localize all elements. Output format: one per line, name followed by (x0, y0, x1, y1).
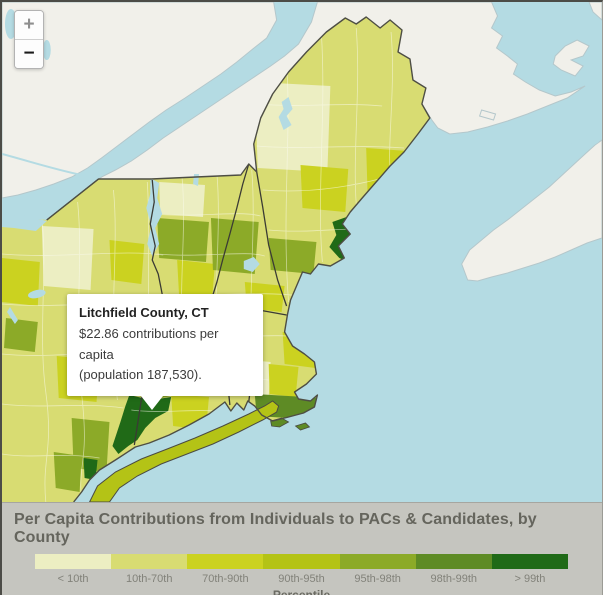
legend-bin-label: 98th-99th (430, 573, 478, 585)
tooltip-pointer (141, 396, 163, 411)
legend-swatch-6 (491, 554, 568, 569)
legend-bin: > 99th (491, 554, 568, 585)
legend-bin: 90th-95th (263, 554, 340, 585)
legend-bin: < 10th (35, 554, 112, 585)
ny-lake (28, 289, 46, 299)
county-patch[interactable] (300, 165, 349, 212)
lake-ontario-edge (2, 214, 47, 231)
tooltip-county-name: Litchfield County, CT (79, 305, 209, 320)
zoom-out-button[interactable]: − (15, 40, 43, 68)
legend-bin-label: 10th-70th (125, 573, 173, 585)
quebec-north-landmass (2, 2, 278, 199)
county-tooltip: Litchfield County, CT $22.86 contributio… (67, 294, 263, 411)
legend-swatch-5 (415, 554, 492, 569)
minas-basin (555, 134, 600, 162)
ottawa-river (2, 153, 99, 179)
nova-scotia-landmass (461, 139, 602, 282)
lake-memphremagog (193, 174, 200, 186)
zoom-control: + − (14, 10, 44, 69)
nantucket[interactable] (294, 422, 311, 431)
legend-swatch-2 (187, 554, 264, 569)
tooltip-population: (population 187,530). (79, 367, 202, 383)
county-piscataquis-pale[interactable] (254, 82, 331, 172)
legend-swatch-4 (339, 554, 416, 569)
prince-edward-island (552, 39, 590, 77)
county-adirondack-pale[interactable] (41, 226, 94, 290)
county-cumberland[interactable] (268, 238, 317, 274)
moosehead-lake (278, 97, 293, 130)
legend-bin-label: < 10th (57, 573, 89, 585)
legend-axis-label: Percentile (272, 588, 331, 595)
county-patch[interactable] (109, 240, 145, 284)
zoom-in-button[interactable]: + (15, 11, 43, 40)
us-outline (46, 16, 431, 502)
county-patch[interactable] (3, 318, 38, 352)
lake-champlain (146, 178, 163, 256)
quebec-lake-2 (42, 40, 51, 60)
county-nyc-dark[interactable] (83, 458, 98, 480)
legend-swatch-0 (35, 554, 112, 569)
quebec-lake (4, 9, 17, 39)
legend-swatch-3 (263, 554, 340, 569)
legend-bar-wrap: < 10th 10th-70th 70th-90th 90th-95th 95t… (2, 554, 602, 595)
legend-bin-label: 95th-98th (354, 573, 401, 585)
choropleth-map[interactable] (2, 2, 602, 502)
county-border-mesh (2, 27, 411, 502)
lake-george (6, 307, 18, 324)
legend-bin: 95th-98th (339, 554, 416, 585)
map-canvas[interactable]: + − Litchfield County, CT $22.86 contrib… (2, 2, 602, 502)
county-patch[interactable] (2, 258, 40, 306)
legend-color-bar: < 10th 10th-70th 70th-90th 90th-95th 95t… (35, 554, 568, 585)
legend-bin-label: > 99th (514, 573, 546, 585)
legend-bin-label: 70th-90th (202, 573, 249, 585)
legend-bin: 70th-90th (187, 554, 264, 585)
legend-bin: 98th-99th (415, 554, 492, 585)
legend-title: Per Capita Contributions from Individual… (14, 511, 537, 546)
county-patch[interactable] (177, 260, 215, 300)
lake-winnipesaukee (243, 257, 260, 272)
county-patch[interactable] (53, 452, 82, 492)
county-vt-pale[interactable] (159, 182, 205, 217)
legend-bin-label: 90th-95th (278, 573, 325, 585)
gulf-corner-land (588, 2, 602, 21)
long-island[interactable] (89, 400, 280, 502)
legend-bin: 10th-70th (111, 554, 188, 585)
tooltip-per-capita: $22.86 contributions per capita (79, 325, 219, 362)
legend-swatch-1 (111, 554, 188, 569)
fundy-islet (478, 109, 497, 121)
legend-panel: Per Capita Contributions from Individual… (2, 502, 602, 595)
county-patch[interactable] (268, 364, 299, 397)
